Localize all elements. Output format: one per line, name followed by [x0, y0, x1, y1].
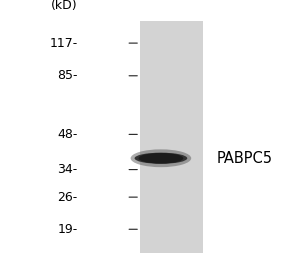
Text: 48-: 48- [57, 128, 78, 141]
Ellipse shape [135, 153, 187, 164]
Text: (kD): (kD) [51, 0, 78, 12]
Ellipse shape [138, 153, 183, 164]
Text: 26-: 26- [57, 191, 78, 204]
Text: 117-: 117- [50, 37, 78, 50]
Bar [140, 21, 203, 253]
Text: 85-: 85- [57, 69, 78, 82]
Text: PABPC5: PABPC5 [216, 151, 272, 166]
Text: 19-: 19- [57, 223, 78, 236]
Ellipse shape [131, 149, 191, 167]
Text: 34-: 34- [57, 163, 78, 176]
